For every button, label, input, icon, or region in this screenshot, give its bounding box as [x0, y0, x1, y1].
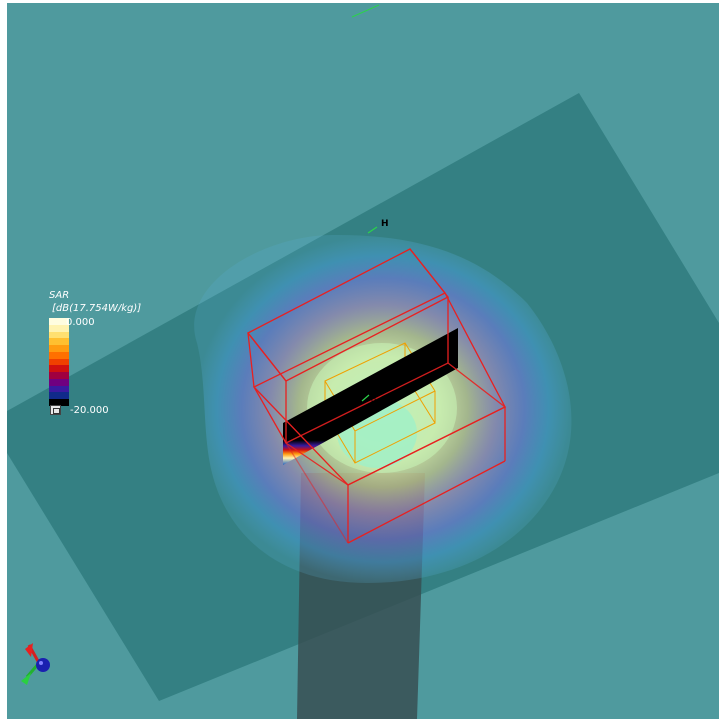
- colorbar-swatch: [49, 392, 69, 400]
- top-green-marker: [351, 4, 380, 18]
- colorbar-swatch: [49, 385, 69, 393]
- colorbar-swatch: [49, 399, 69, 406]
- colorbar-swatch: [49, 318, 69, 325]
- colorbar-swatch: [49, 338, 69, 346]
- h-marker-line: [367, 226, 378, 234]
- sar-colorbar: [49, 318, 69, 406]
- bounding-box-outline: [247, 248, 507, 544]
- colorbar-swatch: [49, 345, 69, 352]
- sar-scene[interactable]: 0: [7, 3, 719, 719]
- colorbar-swatch: [49, 324, 69, 332]
- sar-slice-plane: [283, 328, 458, 465]
- colorbar-swatch: [49, 365, 69, 373]
- legend-settings-icon[interactable]: [50, 405, 61, 415]
- colorbar-swatch: [49, 372, 69, 379]
- orientation-axes-icon: [21, 643, 50, 685]
- legend-max-label: 0.000: [66, 317, 95, 328]
- colorbar-swatch: [49, 378, 69, 386]
- legend-min-label: -20.000: [70, 405, 109, 416]
- 3d-viewport[interactable]: 0 SAR [dB(17.754W/kg)] 0.000 -20.000 H: [7, 3, 719, 719]
- colorbar-swatch: [49, 331, 69, 339]
- legend-title: SAR: [49, 290, 70, 301]
- colorbar-swatch: [49, 351, 69, 359]
- center-marker-line: [361, 394, 370, 402]
- center-marker-label: 0: [371, 396, 376, 405]
- h-marker-label: H: [381, 219, 389, 229]
- colorbar-swatch: [49, 358, 69, 366]
- legend-unit: [dB(17.754W/kg)]: [52, 303, 142, 314]
